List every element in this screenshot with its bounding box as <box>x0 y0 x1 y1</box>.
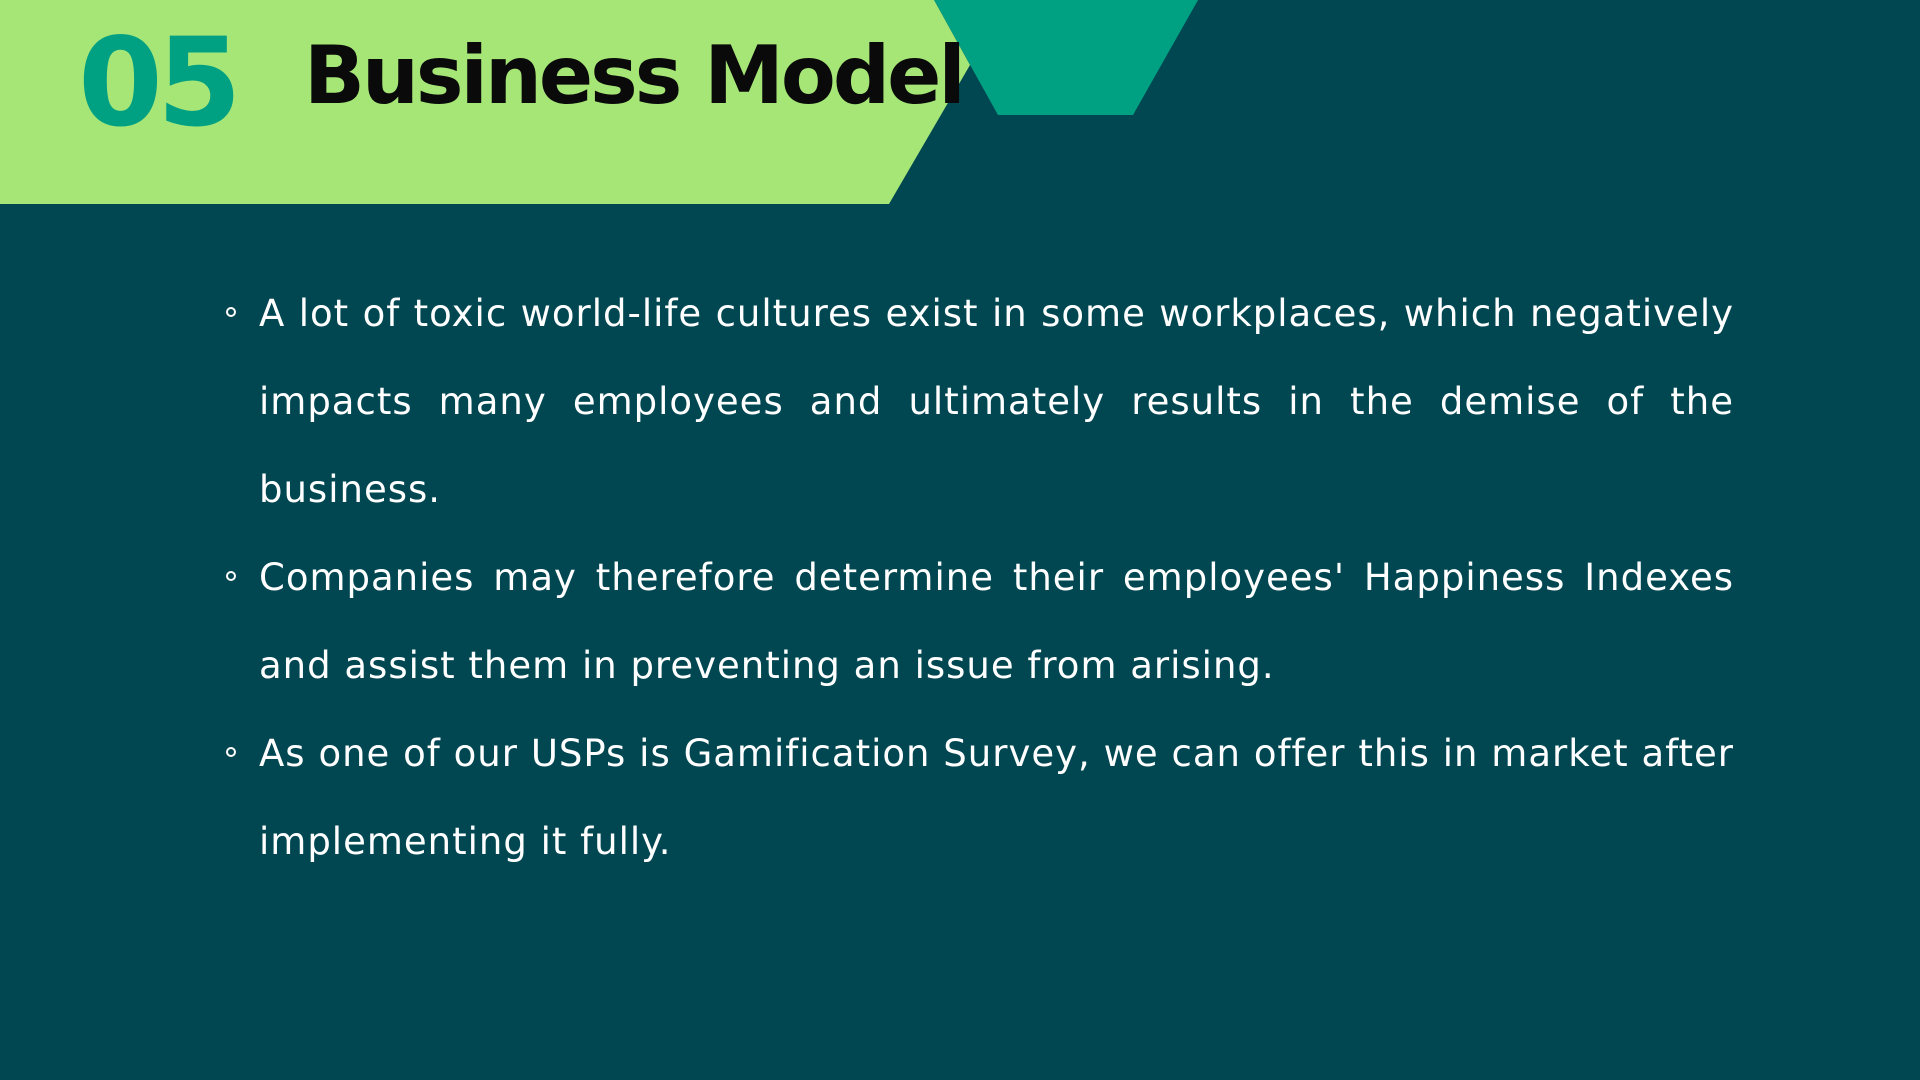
slide-title: Business Model <box>304 29 966 122</box>
bullet-list: A lot of toxic world-life cultures exist… <box>224 270 1734 886</box>
title-band-shape <box>0 0 970 204</box>
section-number: 05 <box>78 12 242 154</box>
bullet-text: As one of our USPs is Gamification Surve… <box>259 732 1734 863</box>
hollow-circle-bullet-icon <box>226 307 236 317</box>
header-band <box>0 0 1920 210</box>
hollow-circle-bullet-icon <box>226 571 236 581</box>
hollow-circle-bullet-icon <box>226 747 236 757</box>
accent-trapezoid-shape <box>934 0 1198 115</box>
bullet-item: As one of our USPs is Gamification Surve… <box>224 710 1734 886</box>
bullet-text: Companies may therefore determine their … <box>259 556 1734 687</box>
bullet-item: Companies may therefore determine their … <box>224 534 1734 710</box>
bullet-item: A lot of toxic world-life cultures exist… <box>224 270 1734 534</box>
bullet-text: A lot of toxic world-life cultures exist… <box>259 292 1734 511</box>
